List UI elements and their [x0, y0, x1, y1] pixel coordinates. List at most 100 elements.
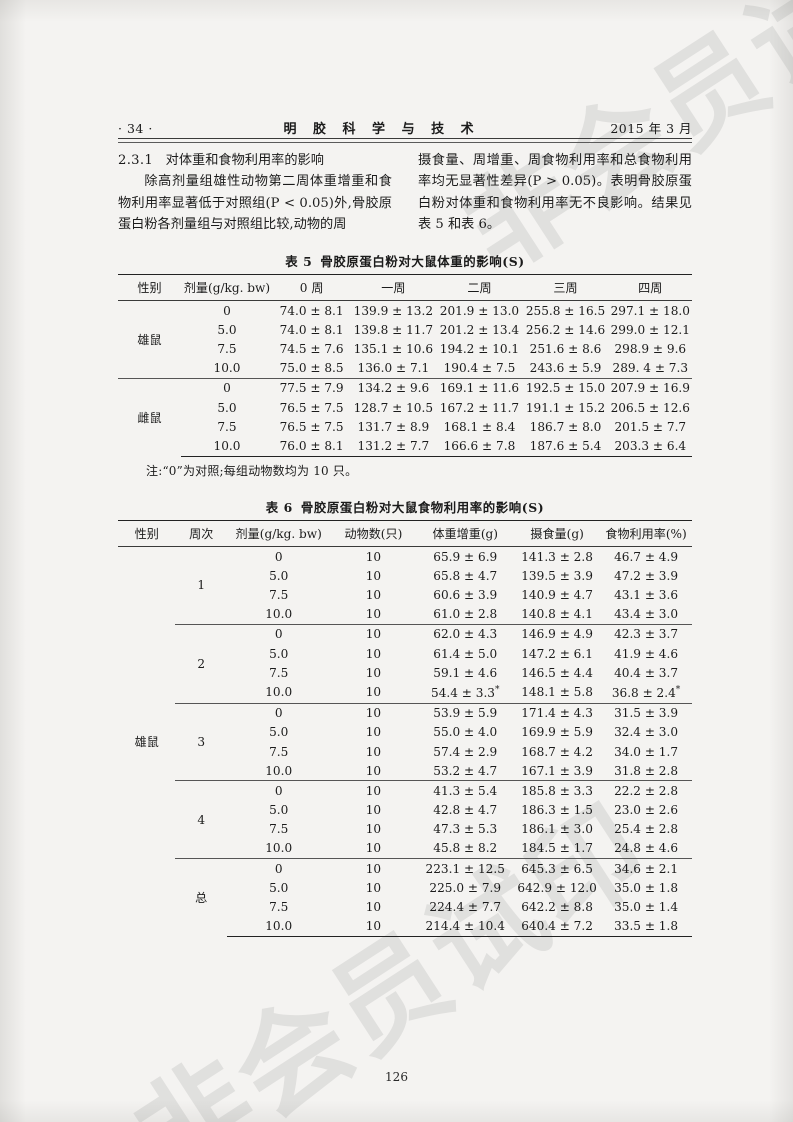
cell-intake: 642.2 ± 8.8 [521, 900, 593, 914]
section-heading: 2.3.1 对体重和食物利用率的影响 [118, 150, 392, 171]
section-title: 对体重和食物利用率的影响 [165, 153, 324, 168]
cell-intake: 139.5 ± 3.9 [521, 568, 593, 583]
cell-week3: 192.5 ± 15.0 [522, 377, 609, 398]
cell-weight-gain: 57.4 ± 2.9 [433, 744, 498, 759]
cell-dose: 10.0 [265, 841, 293, 856]
cell-week1: 134.2 ± 9.6 [350, 377, 437, 398]
cell-week2: 166.6 ± 7.8 [436, 436, 523, 457]
cell-week1: 139.9 ± 13.2 [353, 303, 434, 318]
cell-animals: 10 [365, 549, 382, 564]
cell-week1: 128.7 ± 10.5 [353, 400, 434, 415]
cell-animals: 10 [365, 763, 382, 778]
cell-dose: 0 [227, 780, 331, 801]
cell-weight-gain: 62.0 ± 4.3 [416, 623, 515, 644]
table-row: 10.0 10 214.4 ± 10.4 640.4 ± 7.2 33.5 ± … [118, 916, 692, 937]
cell-dose: 10.0 [227, 916, 331, 937]
section-number: 2.3.1 [118, 153, 154, 168]
cell-fer: 34.6 ± 2.1 [600, 858, 692, 879]
cell-week1: 135.1 ± 10.6 [353, 341, 434, 356]
table6-col-sex: 性别 [134, 527, 159, 541]
table-row: 10.0 76.0 ± 8.1 131.2 ± 7.7 166.6 ± 7.8 … [118, 436, 692, 457]
table5-col-week3: 三周 [553, 281, 578, 295]
table-row: 5.0 10 61.4 ± 5.0 147.2 ± 6.1 41.9 ± 4.6 [118, 644, 692, 663]
table6-body: 雄鼠 1 0 10 65.9 ± 6.9 141.3 ± 2.8 46.7 ± … [118, 547, 692, 937]
cell-intake: 169.9 ± 5.9 [521, 725, 593, 740]
cell-animals: 10 [330, 916, 417, 937]
table6-block: 表 6 骨胶原蛋白粉对大鼠食物利用率的影响(S) 性别 周次 剂量(g/kg. b… [118, 498, 692, 937]
cell-week4: 289. 4 ± 7.3 [612, 361, 689, 376]
cell-week4: 203.3 ± 6.4 [608, 436, 692, 457]
cell-dose: 5.0 [217, 400, 237, 415]
table-row: 7.5 74.5 ± 7.6 135.1 ± 10.6 194.2 ± 10.1… [118, 339, 692, 358]
table5: 性别 剂量(g/kg. bw) 0 周 一周 二周 三周 四周 雄鼠 0 74.… [118, 274, 692, 457]
cell-intake: 185.8 ± 3.3 [514, 780, 601, 801]
cell-week0: 75.0 ± 8.5 [279, 361, 344, 376]
cell-weight-gain: 224.4 ± 7.7 [429, 900, 502, 914]
cell-dose: 0 [227, 623, 331, 644]
cell-animals: 10 [365, 587, 382, 602]
table-row: 总 0 10 223.1 ± 12.5 645.3 ± 6.5 34.6 ± 2… [118, 858, 692, 937]
cell-dose: 10.0 [265, 685, 293, 700]
cell-intake: 140.8 ± 4.1 [521, 607, 593, 622]
cell-dose: 0 [227, 858, 331, 879]
table-row: 5.0 74.0 ± 8.1 139.8 ± 11.7 201.2 ± 13.4… [118, 320, 692, 339]
cell-fer: 43.4 ± 3.0 [614, 607, 679, 622]
cell-week3: 243.6 ± 5.9 [529, 361, 602, 376]
table6-col-weight-gain: 体重增重(g) [432, 527, 499, 541]
table-row: 5.0 10 55.0 ± 4.0 169.9 ± 5.9 32.4 ± 3.0 [118, 723, 692, 742]
cell-intake: 148.1 ± 5.8 [521, 685, 593, 700]
cell-animals: 10 [365, 744, 382, 759]
table-row: 10.0 10 54.4 ± 3.3* 148.1 ± 5.8 36.8 ± 2… [118, 682, 692, 703]
significance-mark: * [494, 684, 500, 695]
cell-animals: 10 [365, 665, 382, 680]
table-row: 5.0 10 225.0 ± 7.9 642.9 ± 12.0 35.0 ± 1… [118, 878, 692, 897]
cell-dose: 10.0 [265, 607, 293, 622]
table-row: 5.0 10 42.8 ± 4.7 186.3 ± 1.5 23.0 ± 2.6 [118, 800, 692, 819]
table5-block: 表 5 骨胶原蛋白粉对大鼠体重的影响(S) 性别 剂量(g/kg. bw) 0 周… [118, 252, 692, 457]
table6-header-row: 性别 周次 剂量(g/kg. bw) 动物数(只) 体重增重(g) 摄食量(g)… [118, 520, 692, 547]
issue-date: 2015 年 3 月 [610, 121, 692, 136]
cell-week3: 255.8 ± 16.5 [525, 303, 606, 318]
cell-dose: 7.5 [269, 822, 289, 837]
table5-header-row: 性别 剂量(g/kg. bw) 0 周 一周 二周 三周 四周 [118, 274, 692, 301]
table-row: 7.5 76.5 ± 7.5 131.7 ± 8.9 168.1 ± 8.4 1… [118, 417, 692, 436]
cell-dose: 7.5 [269, 665, 289, 680]
body-column-left: 2.3.1 对体重和食物利用率的影响 除高剂量组雄性动物第二周体重增重和食物利用… [118, 150, 392, 236]
table5-col-week2: 二周 [467, 281, 492, 295]
cell-intake: 640.4 ± 7.2 [514, 916, 601, 937]
cell-week1: 139.8 ± 11.7 [353, 322, 434, 337]
cell-intake: 184.5 ± 1.7 [521, 841, 593, 856]
cell-intake: 168.7 ± 4.2 [521, 744, 593, 759]
cell-intake: 146.5 ± 4.4 [521, 665, 593, 680]
table6: 性别 周次 剂量(g/kg. bw) 动物数(只) 体重增重(g) 摄食量(g)… [118, 520, 692, 937]
cell-dose: 0 [223, 303, 231, 318]
cell-week4: 297.1 ± 18.0 [610, 303, 690, 318]
table5-body: 雄鼠 0 74.0 ± 8.1 139.9 ± 13.2 201.9 ± 13.… [118, 301, 692, 457]
cell-dose: 5.0 [269, 568, 289, 583]
cell-animals: 10 [365, 646, 382, 661]
cell-weight-gain: 223.1 ± 12.5 [416, 858, 515, 879]
cell-weight-gain: 225.0 ± 7.9 [429, 880, 502, 895]
cell-weight-gain: 65.9 ± 6.9 [433, 549, 498, 564]
table6-col-week: 周次 [189, 527, 214, 541]
cell-fer: 31.5 ± 3.9 [600, 702, 692, 723]
cell-animals: 10 [365, 607, 382, 622]
table6-col-dose: 剂量(g/kg. bw) [235, 527, 322, 541]
table6-week-label: 3 [175, 702, 228, 781]
cell-dose: 5.0 [269, 880, 289, 895]
cell-fer: 36.8 ± 2.4* [600, 682, 692, 703]
cell-dose: 5.0 [269, 725, 289, 740]
cell-fer: 40.4 ± 3.7 [614, 665, 679, 680]
cell-weight-gain: 42.8 ± 4.7 [433, 803, 498, 818]
cell-intake: 167.1 ± 3.9 [521, 763, 593, 778]
cell-dose: 7.5 [269, 744, 289, 759]
body-column-right: 摄食量、周增重、周食物利用率和总食物利用率均无显著性差异(P > 0.05)。表… [418, 150, 692, 236]
cell-week0: 77.5 ± 7.9 [272, 377, 351, 398]
cell-weight-gain: 59.1 ± 4.6 [433, 665, 498, 680]
cell-weight-gain: 61.4 ± 5.0 [433, 646, 498, 661]
table5-sex-female: 雌鼠 [118, 377, 182, 456]
cell-week2: 168.1 ± 8.4 [443, 419, 516, 434]
cell-weight-gain: 47.3 ± 5.3 [433, 822, 498, 837]
cell-fer: 46.7 ± 4.9 [614, 549, 679, 564]
significance-mark: * [675, 684, 681, 695]
